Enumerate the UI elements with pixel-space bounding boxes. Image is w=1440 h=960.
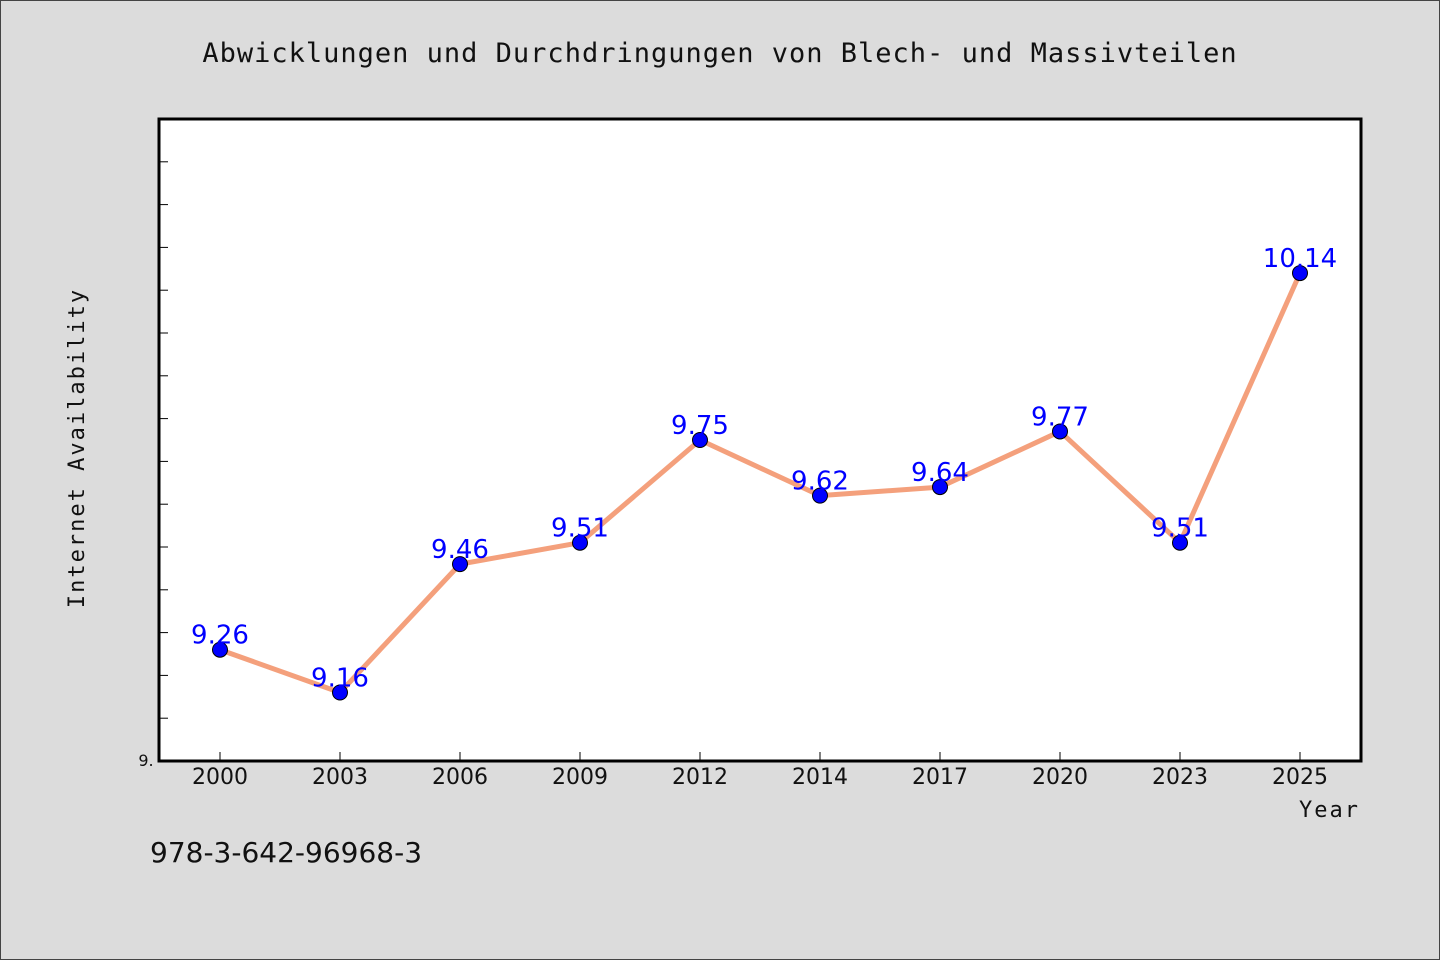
- series-line: [217, 270, 1303, 696]
- data-point: [1052, 423, 1068, 440]
- series-line-group: [217, 270, 1303, 696]
- data-label: 9.16: [311, 664, 369, 694]
- plot-area: [157, 117, 1363, 763]
- y-axis-ticks: [159, 161, 168, 719]
- data-point: [332, 684, 348, 701]
- data-point: [692, 432, 708, 448]
- isbn-footer: 978-3-642-96968-3: [150, 836, 422, 869]
- data-labels: 9.26 9.16 9.46 9.51 9.75 9.62 9.64 9.77 9.51 10.1…: [191, 244, 1337, 693]
- y-axis-title: Internet Availability: [65, 288, 90, 608]
- chart-title: Abwicklungen und Durchdringungen von Ble…: [202, 38, 1237, 69]
- y-origin-tick-label: 9.: [138, 751, 153, 770]
- data-point: [932, 479, 948, 496]
- x-tick-label: 2025: [1272, 765, 1328, 790]
- data-label: 9.51: [1151, 514, 1209, 544]
- data-markers: [212, 265, 1308, 701]
- data-point: [1172, 534, 1188, 551]
- data-label: 9.62: [791, 467, 849, 497]
- data-label: 10.14: [1263, 244, 1337, 274]
- data-label: 9.77: [1031, 402, 1089, 432]
- x-tick-label: 2003: [312, 765, 368, 790]
- data-point: [572, 534, 588, 551]
- data-label: 9.26: [191, 621, 249, 651]
- x-tick-label: 2017: [912, 765, 968, 790]
- x-tick-label: 2009: [552, 765, 608, 790]
- data-point: [812, 487, 828, 504]
- data-point: [452, 556, 468, 573]
- data-point: [1292, 265, 1308, 282]
- data-label: 9.51: [551, 514, 609, 544]
- x-tick-label: 2006: [432, 765, 488, 790]
- data-label: 9.46: [431, 535, 489, 565]
- x-tick-label: 2020: [1032, 765, 1088, 790]
- data-label: 9.75: [671, 411, 729, 441]
- x-tick-label: 2000: [192, 765, 248, 790]
- x-tick-label: 2014: [792, 765, 848, 790]
- x-tick-label: 2012: [672, 765, 728, 790]
- x-axis-title: Year: [1299, 798, 1360, 823]
- x-axis-ticks: 2000 2003 2006 2009 2012 2014 2017 2020 2023 2025: [192, 752, 1328, 790]
- data-label: 9.64: [911, 458, 969, 488]
- x-tick-label: 2023: [1152, 765, 1208, 790]
- data-point: [212, 641, 228, 658]
